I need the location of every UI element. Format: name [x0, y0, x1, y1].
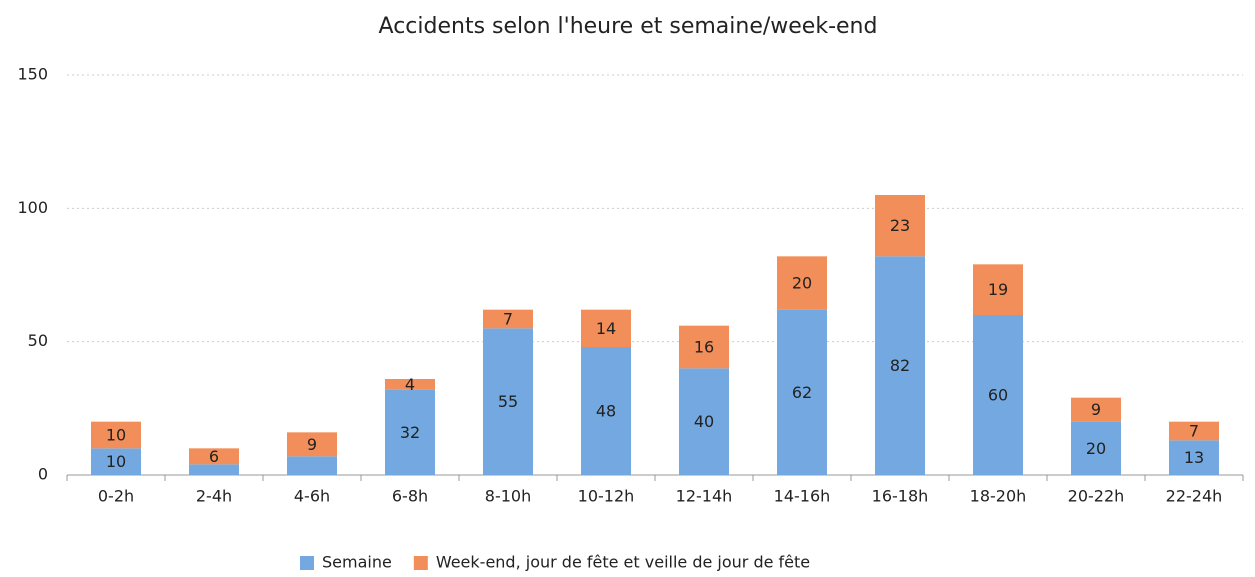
data-label: 60	[988, 386, 1008, 405]
bar-segment	[385, 389, 435, 475]
bar-segment	[875, 195, 925, 257]
data-label: 32	[400, 423, 420, 442]
data-label: 40	[694, 412, 714, 431]
y-tick-label: 0	[38, 465, 48, 484]
bar-segment	[189, 448, 239, 465]
data-label: 9	[307, 435, 317, 454]
bar-segment	[1169, 421, 1219, 441]
bar-segment	[385, 379, 435, 390]
data-label: 9	[1091, 400, 1101, 419]
bar-segment	[581, 309, 631, 347]
legend-label: Week-end, jour de fête et veille de jour…	[436, 553, 810, 572]
data-label: 7	[503, 310, 513, 329]
x-tick-label: 10-12h	[578, 487, 635, 506]
y-tick-label: 100	[17, 198, 48, 217]
bar-segment	[287, 432, 337, 457]
data-label: 10	[106, 426, 126, 445]
data-label: 23	[890, 216, 910, 235]
bar-segment	[483, 328, 533, 475]
bar-segment	[777, 256, 827, 310]
y-tick-label: 50	[28, 331, 48, 350]
data-label: 62	[792, 383, 812, 402]
x-tick-label: 4-6h	[294, 487, 330, 506]
bar-segment	[91, 421, 141, 449]
bar-segment	[679, 368, 729, 475]
bar-segment	[1169, 440, 1219, 475]
bar-segment	[1071, 421, 1121, 475]
bar-segment	[91, 448, 141, 475]
x-tick-label: 6-8h	[392, 487, 428, 506]
legend-label: Semaine	[322, 553, 392, 572]
chart-title: Accidents selon l'heure et semaine/week-…	[379, 14, 878, 39]
x-tick-label: 0-2h	[98, 487, 134, 506]
bar-segment	[189, 464, 239, 475]
bar-segment	[973, 264, 1023, 315]
x-tick-label: 8-10h	[485, 487, 531, 506]
x-tick-label: 16-18h	[872, 487, 929, 506]
data-label: 16	[694, 338, 714, 357]
data-label: 82	[890, 356, 910, 375]
bar-segment	[287, 456, 337, 475]
bar-segment	[581, 347, 631, 475]
data-label: 48	[596, 402, 616, 421]
x-tick-label: 20-22h	[1068, 487, 1125, 506]
data-label: 10	[106, 452, 126, 471]
data-label: 13	[1184, 448, 1204, 467]
x-tick-label: 2-4h	[196, 487, 232, 506]
bar-segment	[973, 315, 1023, 475]
data-label: 55	[498, 392, 518, 411]
data-label: 7	[1189, 422, 1199, 441]
x-tick-label: 12-14h	[676, 487, 733, 506]
legend-swatch	[413, 556, 428, 570]
bar-segment	[777, 309, 827, 475]
x-tick-label: 14-16h	[774, 487, 831, 506]
data-label: 14	[596, 319, 616, 338]
y-tick-label: 150	[17, 65, 48, 84]
legend-swatch	[300, 556, 314, 570]
x-tick-label: 22-24h	[1166, 487, 1223, 506]
bar-segment	[1071, 397, 1121, 422]
bar-segment	[679, 325, 729, 369]
data-label: 20	[792, 274, 812, 293]
bar-segment	[483, 309, 533, 329]
data-label: 20	[1086, 439, 1106, 458]
x-tick-label: 18-20h	[970, 487, 1027, 506]
bar-segment	[875, 256, 925, 475]
data-label: 4	[405, 375, 415, 394]
data-label: 6	[209, 447, 219, 466]
data-label: 19	[988, 280, 1008, 299]
